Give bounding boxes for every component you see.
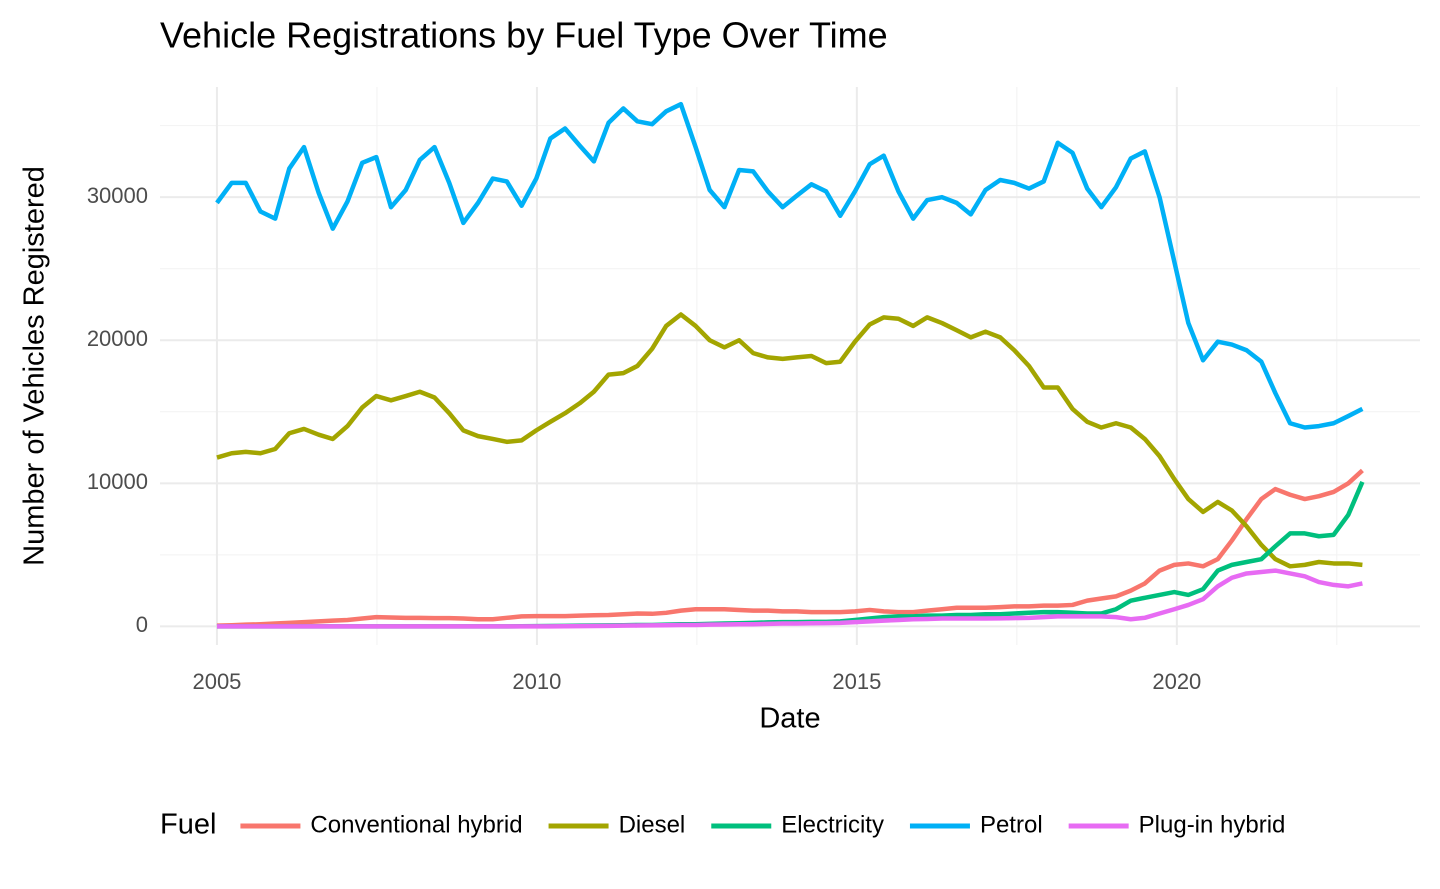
chart-title: Vehicle Registrations by Fuel Type Over … [160, 15, 888, 56]
x-tick-label: 2005 [192, 669, 241, 694]
legend-label: Diesel [619, 811, 686, 838]
y-tick-label: 0 [136, 612, 148, 637]
y-axis-label: Number of Vehicles Registered [19, 166, 51, 566]
legend-title: Fuel [160, 809, 216, 841]
x-tick-label: 2015 [832, 669, 881, 694]
x-axis-label: Date [759, 703, 820, 735]
series-line [215, 101, 1364, 430]
legend: Fuel Conventional hybrid Diesel Electricit… [160, 809, 1285, 841]
x-tick-label: 2020 [1152, 669, 1201, 694]
y-tick-label: 10000 [87, 469, 148, 494]
y-tick-label: 20000 [87, 326, 148, 351]
series-line [216, 312, 1363, 569]
legend-label: Electricity [781, 811, 884, 838]
series-line [216, 568, 1363, 629]
legend-label: Petrol [980, 811, 1043, 838]
series-line [216, 468, 1364, 628]
legend-label: Conventional hybrid [310, 811, 522, 838]
y-tick-label: 30000 [87, 183, 148, 208]
x-tick-label: 2010 [512, 669, 561, 694]
legend-label: Plug-in hybrid [1139, 811, 1286, 838]
